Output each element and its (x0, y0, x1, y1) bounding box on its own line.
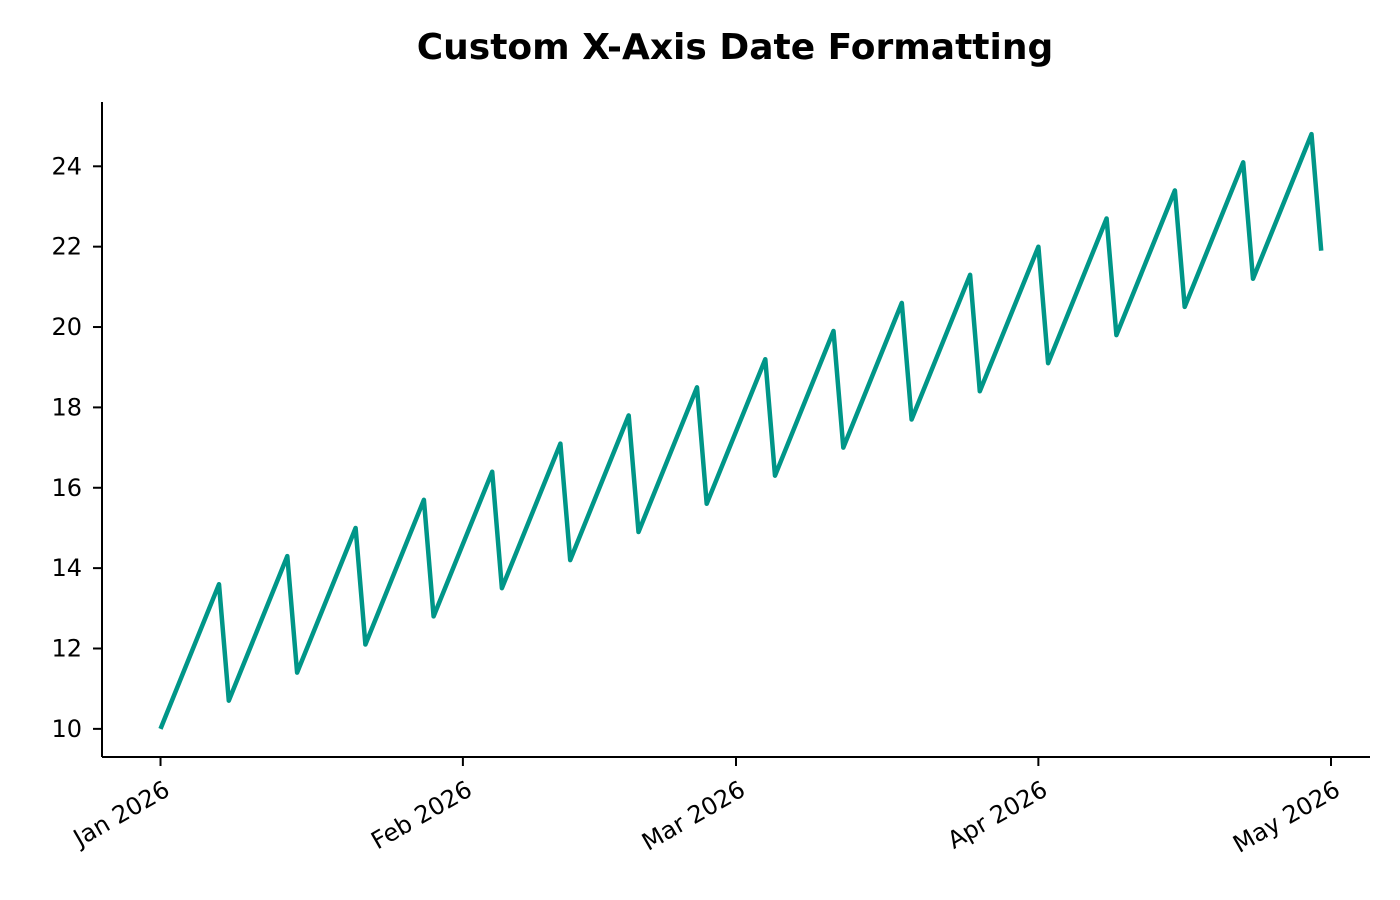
x-tick-label: Jan 2026 (67, 775, 174, 853)
x-tick-label: Apr 2026 (943, 775, 1052, 854)
y-tick-label: 20 (51, 313, 82, 341)
y-tick-label: 18 (51, 393, 82, 421)
y-tick-label: 24 (51, 152, 82, 180)
y-tick-label: 12 (51, 635, 82, 663)
y-tick-label: 14 (51, 554, 82, 582)
series (158, 131, 1324, 730)
series-line (158, 131, 1324, 730)
chart-title: Custom X-Axis Date Formatting (417, 27, 1054, 68)
x-tick-label: May 2026 (1228, 775, 1344, 858)
y-tick-label: 10 (51, 715, 82, 743)
ticks: 10 12 14 16 18 20 22 24 Jan 2026 Feb 2026 Mar 2026… (51, 152, 1344, 858)
y-tick-label: 22 (51, 233, 82, 261)
x-tick-label: Feb 2026 (366, 775, 476, 855)
x-tick-label: Mar 2026 (637, 775, 750, 856)
y-tick-label: 16 (51, 474, 82, 502)
